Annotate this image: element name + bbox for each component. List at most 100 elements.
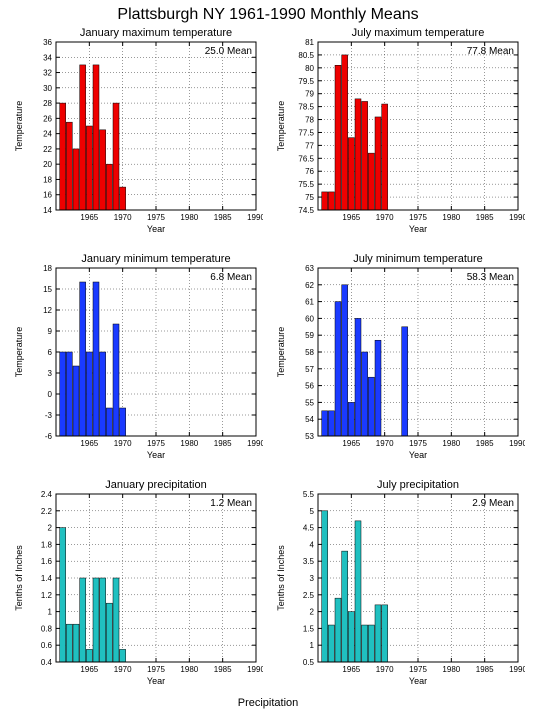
svg-text:0: 0 — [48, 390, 53, 399]
svg-text:1985: 1985 — [476, 665, 494, 674]
bar — [375, 605, 381, 662]
svg-text:1970: 1970 — [114, 213, 132, 222]
svg-text:2: 2 — [310, 608, 315, 617]
x-axis-label: Year — [409, 450, 427, 460]
svg-text:-6: -6 — [45, 432, 53, 441]
y-axis-label: Temperature — [276, 101, 286, 152]
bar — [355, 318, 361, 436]
bar — [86, 649, 92, 662]
svg-text:1980: 1980 — [442, 213, 460, 222]
chart-jul-max: 74.57575.57676.57777.57878.57979.58080.5… — [270, 24, 525, 242]
svg-text:1.5: 1.5 — [303, 624, 315, 633]
svg-text:1990: 1990 — [247, 213, 263, 222]
svg-text:56: 56 — [305, 382, 314, 391]
svg-text:80.5: 80.5 — [298, 51, 314, 60]
svg-text:18: 18 — [43, 264, 52, 273]
svg-text:1.6: 1.6 — [41, 557, 53, 566]
svg-text:62: 62 — [305, 281, 314, 290]
svg-text:15: 15 — [43, 285, 52, 294]
chart-jul-min: 5354555657585960616263196519701975198019… — [270, 250, 525, 468]
svg-text:1990: 1990 — [247, 665, 263, 674]
bar — [335, 65, 341, 210]
svg-text:1970: 1970 — [376, 665, 394, 674]
bar — [362, 625, 368, 662]
panel-jan-max: 1416182022242628303234361965197019751980… — [8, 24, 263, 242]
bar — [335, 302, 341, 436]
svg-text:4.5: 4.5 — [303, 524, 315, 533]
bar — [402, 327, 408, 436]
svg-text:1975: 1975 — [147, 665, 165, 674]
bar — [368, 377, 374, 436]
bar — [342, 55, 348, 210]
svg-text:58: 58 — [305, 348, 314, 357]
bar — [322, 511, 328, 662]
chart-grid: 1416182022242628303234361965197019751980… — [0, 24, 536, 702]
svg-text:1985: 1985 — [214, 213, 232, 222]
svg-text:1975: 1975 — [409, 665, 427, 674]
svg-text:1965: 1965 — [342, 665, 360, 674]
svg-text:12: 12 — [43, 306, 52, 315]
svg-text:53: 53 — [305, 432, 314, 441]
svg-text:1980: 1980 — [442, 665, 460, 674]
bar — [342, 285, 348, 436]
page-title: Plattsburgh NY 1961-1990 Monthly Means — [0, 0, 536, 24]
svg-text:2.4: 2.4 — [41, 490, 53, 499]
bar — [66, 624, 72, 662]
bar — [368, 153, 374, 210]
svg-text:78.5: 78.5 — [298, 103, 314, 112]
svg-text:1975: 1975 — [147, 213, 165, 222]
bar — [73, 624, 79, 662]
y-axis-label: Temperature — [14, 101, 24, 152]
y-axis-label: Tenths of Inches — [276, 545, 286, 611]
bar — [322, 411, 328, 436]
x-axis-label: Year — [147, 224, 165, 234]
svg-text:1970: 1970 — [114, 665, 132, 674]
bar — [93, 282, 99, 436]
bar — [60, 103, 66, 210]
svg-text:79.5: 79.5 — [298, 77, 314, 86]
svg-text:24: 24 — [43, 130, 52, 139]
svg-text:1965: 1965 — [80, 439, 98, 448]
svg-text:30: 30 — [43, 84, 52, 93]
bar — [348, 138, 354, 210]
svg-text:1985: 1985 — [476, 213, 494, 222]
svg-text:80: 80 — [305, 64, 314, 73]
svg-text:2: 2 — [48, 524, 53, 533]
svg-text:2.2: 2.2 — [41, 507, 53, 516]
svg-text:59: 59 — [305, 331, 314, 340]
bar — [322, 192, 328, 210]
svg-text:6: 6 — [48, 348, 53, 357]
x-axis-label: Year — [147, 676, 165, 686]
svg-text:1970: 1970 — [376, 439, 394, 448]
svg-text:1985: 1985 — [214, 439, 232, 448]
bar — [335, 598, 341, 662]
svg-text:79: 79 — [305, 90, 314, 99]
svg-text:3.5: 3.5 — [303, 557, 315, 566]
bar — [382, 104, 388, 210]
svg-text:9: 9 — [48, 327, 53, 336]
bar — [106, 164, 112, 210]
chart-jan-min: -6-303691215181965197019751980198519906.… — [8, 250, 263, 468]
bar — [86, 126, 92, 210]
bar — [355, 99, 361, 210]
svg-text:1980: 1980 — [442, 439, 460, 448]
mean-label: 2.9 Mean — [472, 498, 514, 509]
svg-text:1: 1 — [310, 641, 315, 650]
panel-jul-precip: 0.511.522.533.544.555.519651970197519801… — [270, 476, 525, 694]
bar — [348, 402, 354, 436]
y-axis-label: Temperature — [14, 327, 24, 378]
panel-title: July minimum temperature — [353, 253, 483, 265]
svg-text:78: 78 — [305, 116, 314, 125]
svg-text:4: 4 — [310, 540, 315, 549]
svg-text:1990: 1990 — [509, 439, 525, 448]
svg-text:22: 22 — [43, 145, 52, 154]
bar — [60, 528, 66, 662]
svg-text:5: 5 — [310, 507, 315, 516]
svg-text:1970: 1970 — [114, 439, 132, 448]
mean-label: 58.3 Mean — [467, 272, 514, 283]
mean-label: 25.0 Mean — [205, 46, 252, 57]
svg-text:1965: 1965 — [342, 213, 360, 222]
svg-text:77: 77 — [305, 141, 314, 150]
svg-text:0.4: 0.4 — [41, 658, 53, 667]
bar — [93, 65, 99, 210]
